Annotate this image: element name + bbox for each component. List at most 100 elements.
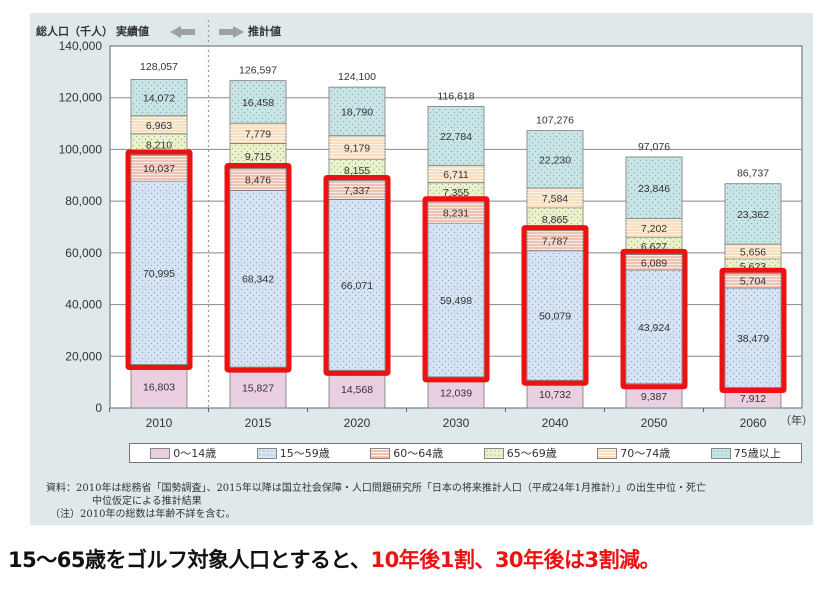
- caption: 15～65歳をゴルフ対象人口とすると、10年後1割、30年後は3割減。: [8, 544, 661, 574]
- segment-label: 8,865: [542, 214, 568, 226]
- legend-swatch: [256, 447, 277, 459]
- projection-values-label: 推計値: [248, 25, 281, 38]
- right-arrow-icon: [219, 26, 244, 38]
- segment-label: 70,995: [143, 268, 175, 280]
- bar-segment-pattern: [230, 123, 286, 144]
- segment-label: 6,711: [443, 169, 469, 181]
- highlight-box: [620, 248, 688, 390]
- bar-segment-pattern: [428, 106, 484, 166]
- segment-label: 7,584: [542, 193, 568, 205]
- segment-label: 7,355: [443, 187, 469, 199]
- bar-segment: [130, 364, 188, 409]
- segment-label: 22,230: [539, 154, 571, 166]
- x-tick-label: 2060: [740, 416, 767, 430]
- legend-label: 75歳以上: [733, 447, 781, 460]
- segment-label: 6,089: [641, 257, 667, 269]
- legend-item-0-14: 0～14歳: [150, 445, 216, 461]
- segment-label: 68,342: [242, 274, 274, 286]
- bar-segment-pattern: [527, 207, 583, 231]
- legend-item-75-plus: 75歳以上: [710, 445, 781, 461]
- highlight-box: [125, 149, 193, 371]
- legend-swatch: [150, 447, 171, 459]
- legend-label: 15～59歳: [279, 447, 330, 460]
- segment-label: 7,337: [344, 185, 370, 197]
- legend-item-15-59: 15～59歳: [256, 445, 330, 461]
- x-axis-ticks: 2010 2015 2020 2030 2040 2050 2060: [109, 408, 767, 430]
- highlight-box: [719, 267, 787, 394]
- total-label: 86,737: [737, 168, 769, 180]
- segment-label: 5,704: [740, 276, 766, 288]
- bar-segment-pattern: [131, 155, 187, 181]
- bar-segment-pattern: [626, 254, 682, 271]
- x-tick-label: 2010: [146, 416, 173, 430]
- legend: 0～14歳 15～59歳 60～64歳 65～69歳 70～74歳 75歳以上: [129, 443, 802, 463]
- highlight-box: [521, 225, 589, 386]
- legend-item-65-69: 65～69歳: [483, 445, 557, 461]
- legend-label: 0～14歳: [173, 447, 217, 460]
- legend-item-70-74: 70～74歳: [597, 445, 670, 461]
- segment-label: 50,079: [539, 311, 571, 323]
- segment-label: 18,790: [341, 106, 373, 118]
- segment-label: 22,784: [440, 131, 472, 143]
- y-tick-label: 60,000: [65, 246, 102, 260]
- segment-label: 7,787: [542, 236, 568, 248]
- segment-label: 7,912: [740, 393, 766, 405]
- segment-label: 8,231: [443, 207, 469, 219]
- x-tick-label: 2040: [542, 416, 569, 430]
- y-tick-label: 80,000: [65, 194, 102, 208]
- segment-label: 7,779: [245, 128, 271, 140]
- highlight-boxes: [125, 149, 787, 394]
- highlight-box: [422, 196, 490, 383]
- segment-label: 23,846: [638, 183, 670, 195]
- bar-segment-pattern: [527, 230, 583, 251]
- bar-segment-pattern: [131, 115, 187, 134]
- x-axis-unit-label: （年）: [780, 413, 813, 427]
- bar-segment-pattern: [329, 135, 385, 160]
- bar-segment-pattern: [527, 130, 583, 189]
- bar-segment-pattern: [428, 165, 484, 183]
- bar-segment-pattern: [626, 218, 682, 238]
- bar-segment-pattern: [131, 79, 187, 116]
- segment-label: 14,568: [341, 384, 373, 396]
- segment-label: 38,479: [737, 333, 769, 345]
- legend-item-60-64: 60～64歳: [370, 445, 443, 461]
- legend-label: 60～64歳: [393, 447, 444, 460]
- total-label: 97,076: [638, 141, 670, 153]
- x-tick-label: 2015: [245, 416, 272, 430]
- bar-segment-pattern: [725, 273, 781, 289]
- segment-label: 15,827: [242, 383, 274, 395]
- segment-label: 8,155: [344, 165, 370, 177]
- segment-label: 8,476: [245, 174, 271, 186]
- source-line-1: 資料：2010年は総務省「国勢調査」、2015年以降は国立社会保障・人口問題研究…: [46, 483, 706, 494]
- legend-swatch: [483, 447, 504, 459]
- segment-label: 5,656: [740, 246, 766, 258]
- segment-label: 9,715: [245, 151, 271, 163]
- highlight-box: [323, 175, 391, 376]
- bar-segment-pattern: [725, 244, 781, 259]
- x-tick-label: 2030: [443, 416, 470, 430]
- bar-segment-pattern: [626, 270, 682, 384]
- y-axis-title: 総人口（千人）: [36, 25, 113, 38]
- legend-swatch: [710, 447, 731, 459]
- y-tick-label: 120,000: [59, 91, 103, 105]
- bar-segment-pattern: [230, 80, 286, 124]
- y-tick-label: 100,000: [59, 142, 103, 156]
- segment-label: 16,458: [242, 97, 274, 109]
- x-tick-label: 2050: [641, 416, 668, 430]
- segment-label: 9,179: [344, 143, 370, 155]
- segment-label: 23,362: [737, 209, 769, 221]
- left-arrow-icon: [170, 26, 195, 38]
- bar-segment: [328, 369, 386, 409]
- segment-label: 10,732: [539, 389, 571, 401]
- y-tick-label: 20,000: [65, 349, 102, 363]
- total-label: 107,276: [536, 115, 574, 127]
- source-line-2: 中位仮定による推計結果: [92, 496, 202, 507]
- legend-label: 65～69歳: [506, 447, 557, 460]
- bar-segment-pattern: [131, 180, 187, 365]
- source-note: 資料：2010年は総務省「国勢調査」、2015年以降は国立社会保障・人口問題研究…: [46, 482, 706, 521]
- y-tick-label: 140,000: [59, 39, 103, 53]
- bar-segment-pattern: [428, 223, 484, 377]
- segment-label: 14,072: [143, 93, 175, 105]
- bar-segment-pattern: [329, 87, 385, 136]
- segment-label: 7,202: [641, 223, 667, 235]
